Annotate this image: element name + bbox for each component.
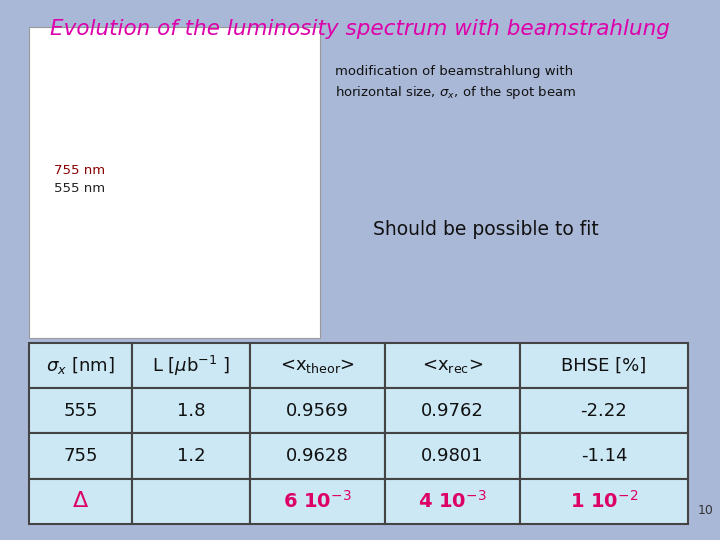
Bar: [250, 478, 385, 524]
Bar: [250, 343, 385, 388]
Bar: [521, 478, 688, 524]
Text: horizontal size, $\sigma_x$, of the spot beam: horizontal size, $\sigma_x$, of the spot…: [335, 84, 576, 100]
Bar: [29, 478, 132, 524]
Text: 0.9628: 0.9628: [286, 447, 348, 465]
Text: 1.8: 1.8: [176, 402, 205, 420]
Bar: [29, 388, 132, 433]
Bar: [521, 388, 688, 433]
Text: 10: 10: [698, 504, 714, 517]
Text: 555: 555: [63, 402, 98, 420]
Bar: [29, 27, 320, 338]
Bar: [29, 433, 132, 478]
Text: 755 nm: 755 nm: [54, 164, 105, 177]
Bar: [250, 388, 385, 433]
Text: 0.9762: 0.9762: [421, 402, 484, 420]
Bar: [132, 433, 250, 478]
Text: -2.22: -2.22: [580, 402, 627, 420]
Bar: [250, 433, 385, 478]
Text: $\sigma_x$ [nm]: $\sigma_x$ [nm]: [46, 355, 114, 376]
Text: 0.9801: 0.9801: [421, 447, 484, 465]
Text: 1 10$^{-2}$: 1 10$^{-2}$: [570, 490, 638, 512]
Text: -1.14: -1.14: [580, 447, 627, 465]
Text: 755: 755: [63, 447, 98, 465]
Text: 1.2: 1.2: [176, 447, 205, 465]
Bar: [385, 433, 521, 478]
Text: BHSE [%]: BHSE [%]: [562, 356, 647, 375]
Text: Evolution of the luminosity spectrum with beamstrahlung: Evolution of the luminosity spectrum wit…: [50, 19, 670, 39]
Bar: [385, 343, 521, 388]
Text: $\Delta$: $\Delta$: [72, 491, 89, 511]
Text: <x$_\mathregular{rec}$>: <x$_\mathregular{rec}$>: [422, 356, 483, 375]
Bar: [132, 478, 250, 524]
Bar: [385, 478, 521, 524]
Text: 555 nm: 555 nm: [54, 183, 105, 195]
Text: modification of beamstrahlung with: modification of beamstrahlung with: [335, 65, 573, 78]
Text: L [$\mu$b$^{-1}$ ]: L [$\mu$b$^{-1}$ ]: [152, 354, 230, 377]
Bar: [521, 433, 688, 478]
Text: Should be possible to fit: Should be possible to fit: [373, 220, 599, 239]
Bar: [29, 343, 132, 388]
Bar: [385, 388, 521, 433]
Text: 6 10$^{-3}$: 6 10$^{-3}$: [283, 490, 351, 512]
Text: <x$_\mathregular{theor}$>: <x$_\mathregular{theor}$>: [279, 356, 355, 375]
Text: 0.9569: 0.9569: [286, 402, 348, 420]
Bar: [132, 388, 250, 433]
Text: 4 10$^{-3}$: 4 10$^{-3}$: [418, 490, 487, 512]
Bar: [132, 343, 250, 388]
Bar: [521, 343, 688, 388]
